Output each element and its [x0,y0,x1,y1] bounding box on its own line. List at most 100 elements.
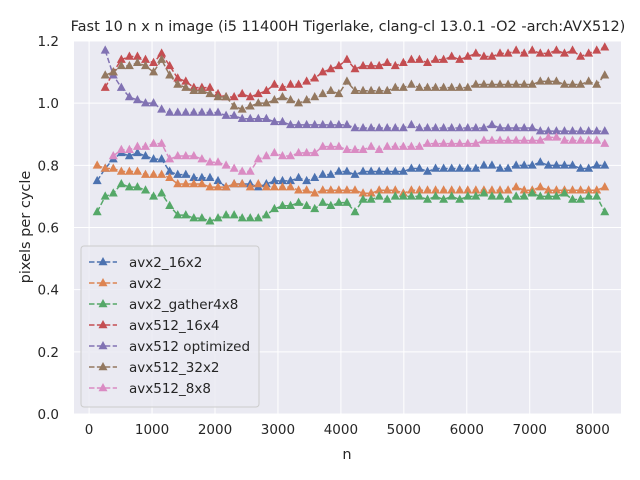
data-point [181,82,191,91]
data-point [487,119,497,129]
data-point [495,123,505,132]
data-point [592,135,602,144]
data-point [543,48,553,57]
data-point [141,185,151,194]
data-point [463,185,473,194]
legend-marker [98,341,108,350]
legend-marker [98,320,108,329]
data-point [414,54,424,63]
data-point [455,194,465,203]
data-point [157,154,167,163]
data-point [390,123,400,132]
data-point [269,95,279,104]
data-point [559,48,569,57]
data-point [487,160,497,169]
data-point [455,185,465,194]
data-point [487,135,497,144]
data-point [559,160,569,169]
data-point [568,185,578,194]
data-point [124,60,134,70]
data-point [132,95,142,104]
data-point [495,48,505,57]
data-point [100,45,110,54]
data-point [600,42,610,51]
legend-item: avx512_32x2 [89,360,220,376]
x-tick-label: 4000 [324,422,358,438]
data-point [294,147,304,157]
data-point [406,119,416,129]
data-point [165,154,175,163]
data-point [213,107,223,116]
data-point [157,138,167,147]
data-point [108,163,118,172]
data-point [414,123,424,132]
series-avx2-gather4x8 [92,178,610,225]
data-point [455,163,465,172]
data-point [141,169,151,178]
data-point [294,119,304,129]
data-point [543,132,553,141]
data-point [382,194,392,203]
data-point [213,175,223,185]
data-point [108,67,118,76]
data-point [302,185,312,194]
data-point [132,141,142,150]
data-point [286,119,296,129]
data-point [141,60,151,70]
legend: avx2_16x2 avx2 avx2_gather4x8 avx512_16x4av… [80,245,260,408]
data-point [559,126,569,135]
data-point [189,107,199,116]
legend-item: avx2_16x2 [89,255,202,271]
data-point [519,160,529,169]
data-point [229,91,239,101]
data-point [551,76,561,85]
data-point [559,135,569,144]
data-point [213,91,223,101]
data-point [471,185,481,194]
data-point [584,185,594,194]
data-point [100,70,110,79]
data-point [245,213,255,222]
data-point [543,191,553,200]
data-point [124,151,134,160]
data-point [132,147,142,157]
data-point [269,79,279,88]
data-point [277,91,287,101]
data-point [326,63,336,73]
data-point [511,135,521,144]
data-point [584,126,594,135]
data-point [358,60,368,70]
data-point [116,54,126,63]
data-point [286,175,296,185]
data-point [221,182,231,191]
data-point [487,51,497,60]
data-point [149,138,159,147]
data-point [398,123,408,132]
data-point [124,166,134,175]
legend-label: avx512_8x8 [129,381,211,397]
gridlines [74,40,621,415]
data-point [100,191,110,200]
y-tick-label: 0.8 [38,158,59,174]
data-point [245,113,255,122]
data-point [124,182,134,191]
data-point [527,79,537,88]
data-point [503,79,513,88]
data-point [221,160,231,169]
data-point [366,194,376,203]
data-point [414,191,424,200]
data-point [366,60,376,70]
data-point [157,48,167,57]
data-point [302,200,312,209]
data-point [326,85,336,94]
data-point [447,185,457,194]
data-point [374,185,384,194]
data-point [197,85,207,94]
data-point [245,101,255,110]
data-point [221,210,231,219]
data-point [431,163,441,172]
data-point [398,191,408,200]
data-point [334,88,344,98]
data-point [342,185,352,194]
data-point [406,141,416,150]
